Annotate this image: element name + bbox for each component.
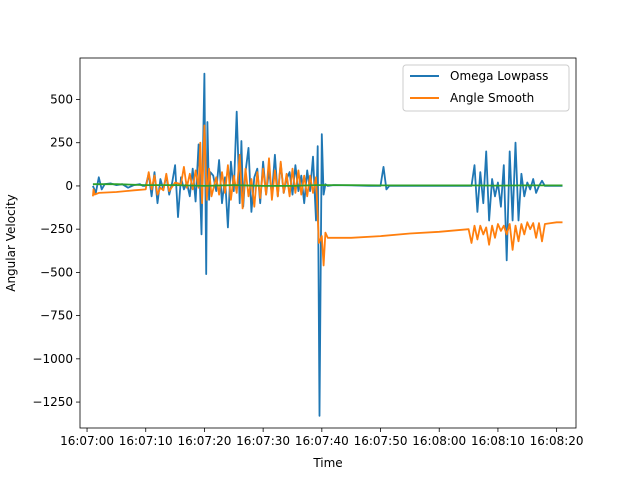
y-tick-label: −1000: [32, 352, 73, 366]
axes-frame: [79, 57, 577, 429]
x-tick-label: 16:07:40: [295, 434, 349, 448]
x-tick-label: 16:07:20: [177, 434, 231, 448]
y-tick-label: −750: [40, 309, 73, 323]
x-tick-label: 16:07:10: [119, 434, 173, 448]
y-axis-label: Angular Velocity: [4, 194, 18, 292]
x-tick-label: 16:07:50: [354, 434, 408, 448]
series-line-angle-smooth: [92, 124, 563, 267]
y-tick-label: 250: [50, 136, 73, 150]
x-tick-label: 16:08:20: [530, 434, 584, 448]
y-tick-label: −1250: [32, 395, 73, 409]
y-tick-label: −500: [40, 265, 73, 279]
legend: Omega Lowpass Angle Smooth: [402, 64, 570, 112]
legend-label-omega-lowpass: Omega Lowpass: [450, 69, 548, 83]
y-tick-label: −250: [40, 222, 73, 236]
legend-label-angle-smooth: Angle Smooth: [450, 91, 534, 105]
x-tick-label: 16:07:30: [236, 434, 290, 448]
x-axis-ticks: 16:07:00 16:07:10 16:07:20 16:07:30 16:07:40…: [60, 428, 584, 448]
x-axis-label: Time: [312, 456, 342, 470]
y-tick-label: 0: [65, 179, 73, 193]
series-line-third: [92, 183, 563, 187]
series-layer: [92, 72, 563, 417]
legend-box: [402, 64, 570, 112]
y-axis-ticks: 500 250 0 −250 −500 −750 −1000 −1250: [32, 92, 80, 409]
x-tick-label: 16:08:00: [412, 434, 466, 448]
plot-area: [80, 58, 576, 428]
x-tick-label: 16:07:00: [60, 434, 114, 448]
y-tick-label: 500: [50, 92, 73, 106]
x-tick-label: 16:08:10: [471, 434, 525, 448]
